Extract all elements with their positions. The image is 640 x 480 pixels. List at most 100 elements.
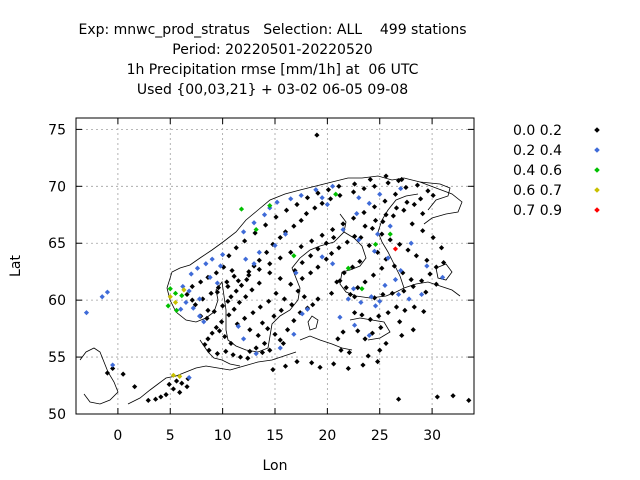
data-point bbox=[333, 191, 339, 197]
data-point bbox=[293, 270, 299, 276]
data-point bbox=[354, 211, 360, 217]
data-point bbox=[198, 279, 204, 285]
data-point bbox=[383, 212, 389, 218]
data-point bbox=[392, 191, 399, 197]
data-point bbox=[277, 275, 283, 282]
data-point bbox=[289, 302, 295, 308]
data-point bbox=[427, 271, 433, 277]
data-point bbox=[324, 201, 330, 208]
data-point bbox=[308, 270, 314, 276]
data-point bbox=[220, 252, 226, 258]
data-point bbox=[419, 278, 425, 284]
data-point bbox=[430, 192, 436, 199]
data-point bbox=[340, 226, 346, 233]
legend: 0.0 0.2 0.2 0.4 0.4 0.6 0.6 0.7 0.7 0.9 bbox=[513, 123, 600, 219]
data-point bbox=[165, 303, 171, 309]
data-point bbox=[408, 277, 414, 283]
data-point bbox=[393, 304, 400, 310]
data-point bbox=[323, 240, 329, 246]
data-point bbox=[264, 249, 270, 255]
chart-period: Period: 20220501-20220520 bbox=[172, 42, 373, 58]
data-point bbox=[347, 291, 354, 298]
data-point bbox=[283, 207, 290, 213]
data-point bbox=[319, 254, 325, 260]
data-point bbox=[280, 340, 286, 347]
data-point bbox=[389, 290, 395, 296]
data-point bbox=[304, 195, 311, 201]
data-point bbox=[439, 274, 446, 280]
data-point bbox=[261, 340, 268, 347]
data-point bbox=[267, 203, 273, 209]
data-point bbox=[245, 355, 251, 361]
data-point bbox=[166, 381, 172, 387]
data-point bbox=[201, 319, 207, 325]
data-point bbox=[299, 275, 305, 282]
data-point bbox=[295, 288, 301, 294]
data-point bbox=[261, 212, 268, 218]
data-point bbox=[325, 187, 332, 193]
data-point bbox=[395, 291, 402, 298]
legend-label: 0.6 0.7 bbox=[513, 183, 562, 199]
data-point bbox=[206, 347, 212, 353]
data-point bbox=[277, 337, 283, 343]
data-point bbox=[361, 185, 367, 192]
data-point bbox=[194, 265, 201, 271]
data-point bbox=[398, 185, 404, 192]
data-point bbox=[371, 204, 378, 210]
data-point bbox=[252, 230, 258, 236]
data-point bbox=[233, 245, 239, 251]
data-point bbox=[392, 277, 399, 283]
data-point bbox=[272, 242, 278, 249]
data-point bbox=[368, 294, 374, 300]
data-point bbox=[226, 312, 232, 318]
data-point bbox=[242, 238, 248, 244]
data-point bbox=[370, 272, 377, 278]
data-point bbox=[350, 286, 357, 292]
data-point bbox=[220, 303, 226, 309]
data-point bbox=[214, 351, 220, 357]
data-point bbox=[223, 348, 229, 354]
data-point bbox=[170, 372, 177, 378]
data-point bbox=[243, 256, 249, 262]
data-point bbox=[355, 328, 361, 334]
data-point bbox=[167, 294, 173, 300]
data-point bbox=[420, 211, 426, 217]
data-point bbox=[337, 192, 343, 199]
data-point bbox=[335, 336, 341, 342]
legend-label: 0.7 0.9 bbox=[513, 203, 562, 219]
data-point bbox=[221, 264, 227, 270]
data-point bbox=[356, 237, 362, 243]
data-point bbox=[292, 267, 298, 274]
data-point bbox=[358, 299, 364, 306]
data-point bbox=[399, 176, 405, 183]
data-point bbox=[410, 283, 416, 290]
data-point bbox=[379, 231, 385, 237]
data-point bbox=[235, 278, 241, 284]
data-point bbox=[225, 283, 231, 290]
data-point bbox=[408, 240, 414, 246]
data-point bbox=[357, 258, 363, 265]
data-point bbox=[231, 306, 237, 312]
data-point bbox=[400, 270, 406, 276]
data-point bbox=[387, 231, 393, 237]
data-point bbox=[256, 257, 262, 263]
data-point bbox=[230, 352, 236, 358]
data-point bbox=[345, 265, 351, 271]
data-point bbox=[385, 255, 391, 261]
data-point bbox=[378, 324, 384, 331]
y-tick-label: 70 bbox=[48, 179, 66, 195]
y-tick-label: 65 bbox=[48, 236, 66, 252]
data-point bbox=[272, 331, 278, 337]
data-point bbox=[172, 290, 179, 296]
data-point bbox=[153, 396, 159, 402]
data-point bbox=[341, 270, 347, 276]
data-point bbox=[406, 296, 412, 302]
data-point bbox=[284, 327, 291, 333]
data-point bbox=[255, 332, 261, 339]
data-point bbox=[372, 303, 379, 309]
data-point bbox=[204, 315, 210, 321]
data-point bbox=[387, 223, 393, 229]
chart-title: Exp: mnwc_prod_stratus Selection: ALL 49… bbox=[78, 22, 467, 38]
data-point bbox=[251, 220, 257, 226]
y-tick-label: 55 bbox=[48, 350, 66, 366]
